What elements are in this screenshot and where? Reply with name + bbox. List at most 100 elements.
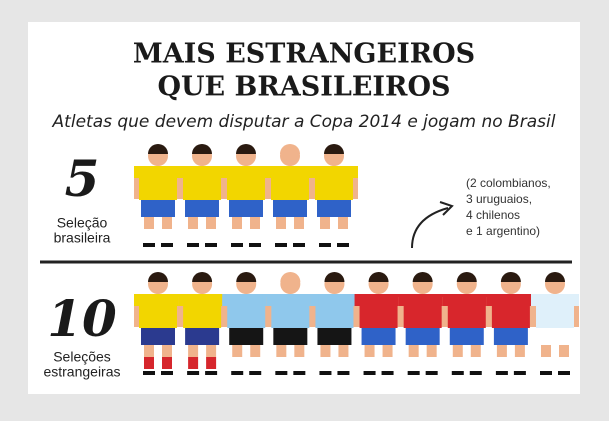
leg — [294, 345, 305, 357]
leg — [162, 217, 172, 229]
player — [266, 144, 314, 247]
sock — [382, 357, 393, 369]
shoe — [275, 243, 287, 247]
arm — [222, 169, 228, 199]
leg — [320, 345, 331, 357]
hair — [280, 144, 300, 154]
shorts — [273, 328, 308, 345]
sleeve — [134, 294, 142, 306]
arm — [486, 297, 493, 327]
sleeve — [266, 166, 274, 178]
sock — [541, 357, 551, 369]
shoe — [381, 371, 394, 375]
arm — [442, 297, 449, 327]
shoe — [319, 371, 332, 375]
shirt — [491, 294, 530, 328]
hair — [148, 272, 168, 282]
shorts — [141, 200, 175, 217]
sleeve — [306, 294, 315, 306]
player — [178, 272, 227, 375]
shoe — [363, 371, 376, 375]
sock — [452, 357, 463, 369]
arm — [178, 297, 185, 327]
note: (2 colombianos, — [466, 176, 551, 190]
player — [310, 144, 358, 247]
leg — [250, 345, 261, 357]
sock — [276, 229, 286, 241]
hair — [368, 272, 389, 282]
sleeve — [222, 166, 230, 178]
leg — [408, 345, 419, 357]
sock — [338, 229, 348, 241]
hair — [280, 272, 301, 282]
leg — [559, 345, 569, 357]
sleeve — [442, 294, 451, 306]
shoe — [540, 371, 552, 375]
player — [310, 272, 359, 375]
leg — [541, 345, 551, 357]
sock — [408, 357, 419, 369]
hair — [236, 144, 256, 154]
shirt — [183, 294, 222, 328]
sleeve — [354, 294, 363, 306]
leg — [276, 217, 286, 229]
shirt — [315, 166, 353, 200]
shoe — [495, 371, 508, 375]
sock — [559, 357, 569, 369]
group-label: Seleções — [53, 349, 111, 365]
shoe — [425, 371, 438, 375]
leg — [250, 217, 260, 229]
hair — [545, 272, 565, 282]
sleeve — [350, 294, 359, 306]
hair — [192, 272, 213, 282]
arrow-head — [439, 201, 454, 216]
arm — [310, 169, 316, 199]
leg — [232, 345, 243, 357]
shorts — [229, 200, 263, 217]
sleeve — [531, 294, 539, 306]
shorts — [141, 328, 175, 345]
leg — [144, 217, 154, 229]
shirt — [447, 294, 486, 328]
shirt — [271, 294, 310, 328]
shoe — [275, 371, 288, 375]
sock — [162, 357, 172, 369]
shirt — [271, 166, 309, 200]
sleeve — [398, 294, 407, 306]
shorts — [493, 328, 528, 345]
sock — [232, 357, 243, 369]
shoe — [293, 243, 305, 247]
leg — [162, 345, 172, 357]
arrow — [411, 207, 449, 249]
sleeve — [486, 294, 495, 306]
sock — [496, 357, 507, 369]
leg — [452, 345, 463, 357]
shoe — [469, 371, 482, 375]
note: e 1 argentino) — [466, 224, 540, 238]
hair — [236, 272, 257, 282]
arm — [310, 297, 317, 327]
sock — [294, 357, 305, 369]
shirt — [183, 166, 221, 200]
subtitle: Atletas que devem disputar a Copa 2014 e… — [52, 112, 556, 132]
title-line: QUE BRASILEIROS — [157, 72, 450, 103]
shoe — [205, 243, 217, 247]
shorts — [317, 200, 351, 217]
sleeve — [394, 294, 403, 306]
shoe — [231, 243, 243, 247]
note: 3 uruguaios, — [466, 192, 532, 206]
player — [134, 144, 182, 247]
leg — [206, 217, 216, 229]
shirt — [536, 294, 574, 328]
leg — [276, 345, 287, 357]
sleeve — [266, 294, 275, 306]
shoe — [558, 371, 570, 375]
sleeve — [178, 166, 186, 178]
shoe — [319, 243, 331, 247]
shoe — [161, 243, 173, 247]
shorts — [229, 328, 264, 345]
group-label: estrangeiras — [43, 364, 120, 380]
sleeve — [350, 166, 358, 178]
sleeve — [218, 294, 227, 306]
arm — [352, 169, 358, 199]
